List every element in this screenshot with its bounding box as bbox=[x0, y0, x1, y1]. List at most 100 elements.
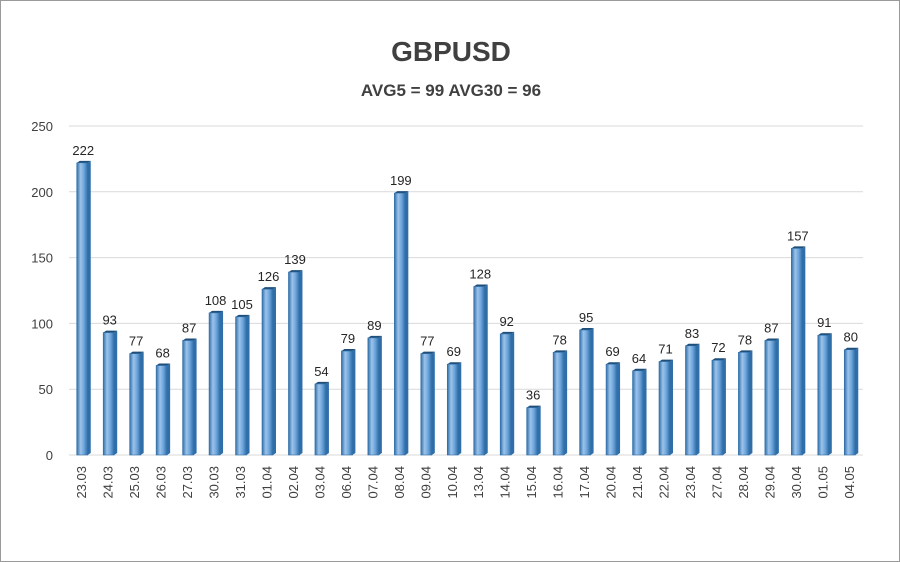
bar-side bbox=[855, 347, 859, 455]
bar-top bbox=[447, 362, 462, 365]
y-tick-label: 50 bbox=[39, 382, 53, 397]
bar-top bbox=[764, 338, 779, 341]
bar bbox=[155, 363, 171, 456]
bar-top bbox=[659, 359, 673, 362]
bar-side bbox=[140, 351, 144, 455]
x-tick-label: 01.05 bbox=[815, 466, 830, 499]
x-tick-label: 08.04 bbox=[392, 466, 407, 499]
bar-front bbox=[764, 340, 777, 456]
bar bbox=[764, 338, 779, 456]
bar-top bbox=[526, 405, 541, 408]
bar-side bbox=[722, 358, 726, 455]
data-label: 89 bbox=[367, 318, 381, 333]
bar-top bbox=[579, 327, 594, 330]
bar bbox=[658, 359, 673, 456]
bar bbox=[791, 246, 806, 456]
bar bbox=[579, 327, 594, 456]
bar-side bbox=[458, 362, 462, 455]
x-tick-label: 23.04 bbox=[683, 466, 698, 499]
x-tick-label: 14.04 bbox=[498, 466, 513, 499]
bar-front bbox=[499, 333, 512, 456]
bar bbox=[261, 287, 276, 456]
data-label: 92 bbox=[499, 314, 513, 329]
chart-subtitle: AVG5 = 99 AVG30 = 96 bbox=[361, 81, 541, 100]
bar bbox=[208, 310, 224, 456]
bar bbox=[288, 270, 303, 456]
bar bbox=[102, 330, 118, 456]
x-tick-label: 09.04 bbox=[418, 466, 433, 499]
x-tick-label: 23.03 bbox=[74, 466, 89, 499]
bars bbox=[76, 160, 859, 456]
data-label: 77 bbox=[129, 334, 143, 349]
data-label: 78 bbox=[552, 332, 566, 347]
bar-top bbox=[844, 347, 859, 350]
data-label: 83 bbox=[685, 326, 699, 341]
bar bbox=[552, 350, 568, 456]
bar-top bbox=[182, 338, 197, 341]
bar-side bbox=[273, 287, 276, 455]
data-label: 93 bbox=[102, 313, 116, 328]
data-label: 139 bbox=[284, 252, 306, 267]
data-label: 126 bbox=[258, 269, 280, 284]
bar-side bbox=[511, 331, 515, 455]
bar-front bbox=[76, 162, 89, 456]
bar bbox=[394, 191, 409, 456]
bar-top bbox=[711, 358, 726, 361]
bar-side bbox=[670, 359, 673, 455]
bar-front bbox=[605, 363, 618, 456]
x-tick-label: 21.04 bbox=[630, 466, 645, 499]
x-tick-label: 25.03 bbox=[127, 466, 142, 499]
x-tick-label: 31.03 bbox=[233, 466, 248, 499]
bar bbox=[446, 362, 462, 456]
bar bbox=[499, 331, 515, 456]
data-label: 87 bbox=[182, 321, 196, 336]
bar bbox=[314, 381, 329, 456]
bar-front bbox=[288, 271, 300, 456]
bar-side bbox=[325, 381, 329, 455]
data-label: 108 bbox=[205, 293, 227, 308]
bar-side bbox=[193, 338, 197, 455]
bar-side bbox=[749, 350, 753, 455]
y-tick-label: 200 bbox=[31, 185, 53, 200]
bar-side bbox=[220, 310, 224, 455]
bar-front bbox=[155, 365, 168, 456]
bar bbox=[341, 349, 356, 456]
x-tick-label: 03.04 bbox=[312, 466, 327, 499]
bar-side bbox=[828, 333, 832, 455]
x-tick-label: 04.05 bbox=[842, 466, 857, 499]
bar bbox=[685, 343, 700, 456]
gridlines bbox=[69, 125, 863, 456]
bar-side bbox=[590, 327, 594, 455]
bar-front bbox=[658, 361, 671, 456]
bar-front bbox=[817, 334, 830, 456]
y-axis-ticks: 0 50 100 150 200 250 bbox=[31, 119, 53, 463]
x-tick-label: 24.03 bbox=[101, 466, 116, 499]
bar-top bbox=[553, 350, 568, 353]
bar-top bbox=[76, 160, 91, 163]
bar-front bbox=[420, 353, 433, 456]
x-tick-label: 29.04 bbox=[762, 466, 777, 499]
bar bbox=[420, 351, 435, 456]
bar-side bbox=[484, 284, 488, 455]
bar-top bbox=[738, 350, 753, 353]
bar-front bbox=[579, 329, 591, 456]
bar-top bbox=[420, 351, 435, 354]
data-label: 91 bbox=[817, 315, 831, 330]
bar-front bbox=[446, 363, 459, 456]
bar-side bbox=[537, 405, 541, 455]
bar-front bbox=[341, 350, 353, 456]
bar-side bbox=[405, 191, 409, 455]
bar-front bbox=[685, 345, 697, 456]
bar-top bbox=[103, 330, 118, 333]
data-label: 128 bbox=[469, 267, 491, 282]
y-tick-label: 250 bbox=[31, 119, 53, 134]
x-tick-label: 20.04 bbox=[604, 466, 619, 499]
x-tick-label: 30.04 bbox=[789, 466, 804, 499]
x-tick-label: 01.04 bbox=[260, 466, 275, 499]
bar-side bbox=[378, 335, 382, 455]
data-label: 87 bbox=[764, 321, 778, 336]
x-tick-label: 28.04 bbox=[736, 466, 751, 499]
bar-side bbox=[643, 368, 647, 455]
bar-front bbox=[632, 370, 644, 456]
